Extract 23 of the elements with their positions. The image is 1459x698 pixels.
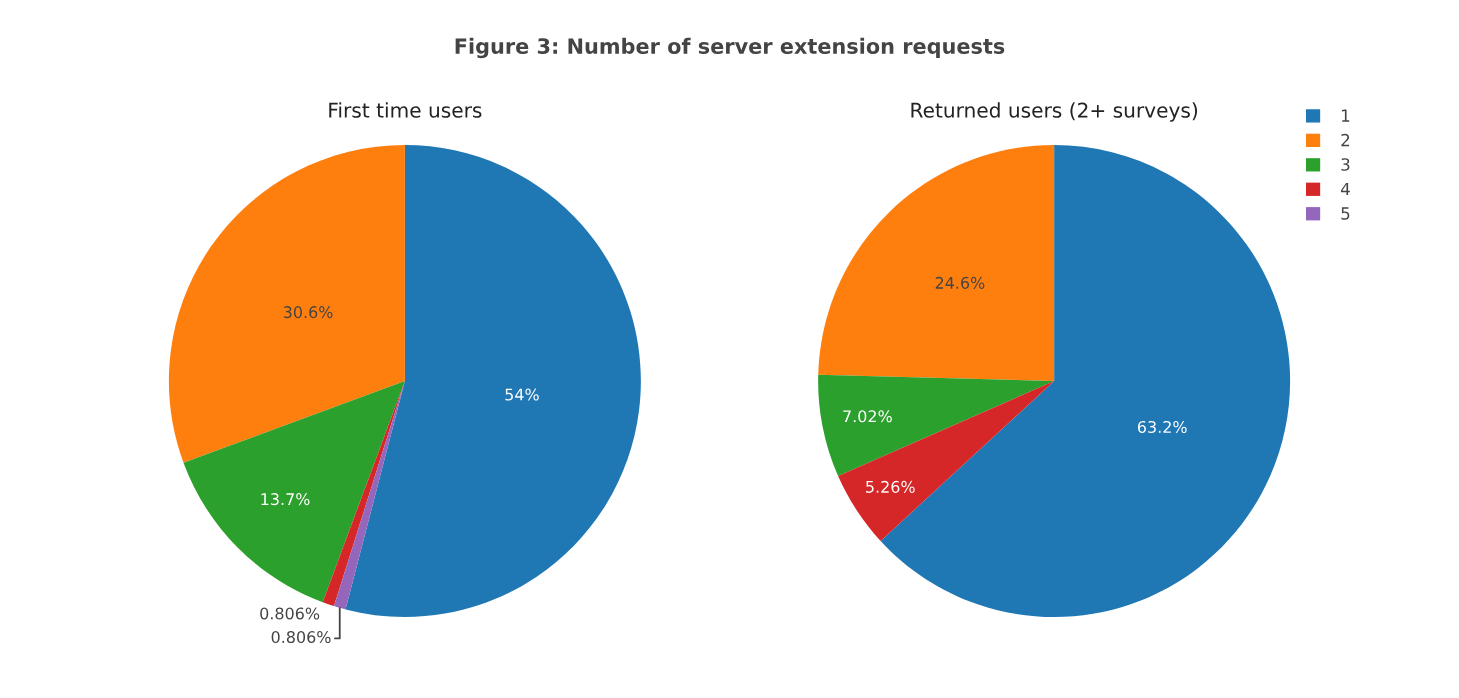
chart-subtitle: First time users	[329, 102, 482, 118]
pie-slice	[838, 381, 1055, 541]
data-label: 24.6%	[935, 276, 985, 289]
legend-label: 2	[1341, 133, 1350, 147]
pie-slice	[818, 145, 1055, 381]
data-label: 30.6%	[283, 306, 333, 319]
pie-slice	[168, 145, 405, 463]
data-label: 13.7%	[261, 493, 310, 506]
legend-label: 4	[1340, 182, 1350, 196]
chart-title: Figure 3: Number of server extension requests	[455, 37, 1005, 59]
legend-label: 3	[1341, 158, 1350, 171]
pie-slice	[345, 145, 641, 617]
legend-label: 1	[1342, 109, 1350, 122]
data-label: 7.02%	[843, 410, 892, 423]
data-label: 0.806%	[271, 631, 331, 644]
data-label: 5.26%	[866, 480, 915, 493]
data-label: 0.806%	[260, 607, 320, 620]
pie-slice	[818, 374, 1055, 477]
data-label: 63.2%	[1137, 420, 1187, 434]
chart-subtitle: Returned users (2+ surveys)	[911, 102, 1198, 122]
data-label: 54%	[505, 388, 539, 401]
legend-label: 5	[1341, 207, 1350, 220]
pie-slice	[183, 381, 405, 603]
